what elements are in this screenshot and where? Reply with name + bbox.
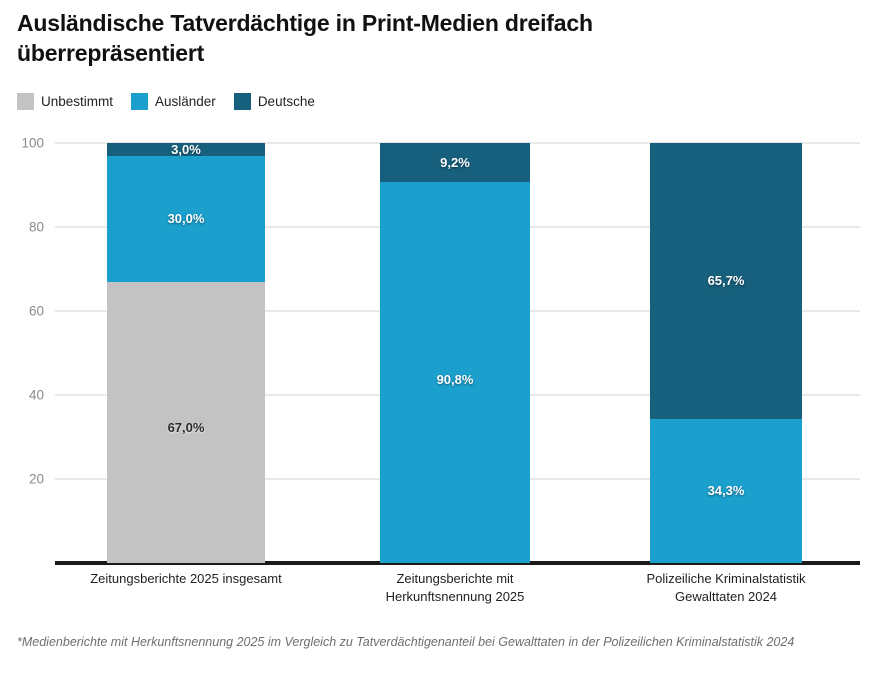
bar-segment[interactable]: 30,0% bbox=[107, 155, 265, 282]
bar-segment[interactable]: 67,0% bbox=[107, 281, 265, 563]
bar-segment-value-label: 3,0% bbox=[171, 141, 201, 157]
legend-item-label: Ausländer bbox=[155, 93, 216, 109]
bar-segment[interactable]: 65,7% bbox=[650, 143, 802, 419]
x-axis-category-label: Polizeiliche Kriminalstatistik Gewalttate… bbox=[586, 570, 866, 607]
bar-stack: 67,0% 30,0% 3,0% bbox=[107, 141, 265, 563]
y-axis-tick-label: 40 bbox=[28, 387, 44, 403]
bar-stack: 90,8% 9,2% bbox=[380, 143, 530, 563]
bar-segment-value-label: 34,3% bbox=[707, 483, 745, 499]
chart-legend: Unbestimmt Ausländer Deutsche bbox=[17, 91, 333, 111]
x-axis-category-label-line: Zeitungsberichte 2025 insgesamt bbox=[90, 571, 282, 586]
bar-segment[interactable]: 90,8% bbox=[380, 181, 530, 563]
bar-group[interactable]: 67,0% 30,0% 3,0% bbox=[107, 0, 265, 674]
x-axis-category-label-line: Gewalttaten 2024 bbox=[675, 589, 777, 605]
y-axis-tick-label: 80 bbox=[28, 219, 44, 235]
y-axis-tick-label: 60 bbox=[28, 303, 44, 319]
legend-item-label: Unbestimmt bbox=[41, 93, 114, 109]
legend-item-deutsche[interactable]: Deutsche bbox=[233, 92, 315, 110]
bar-segment-value-label: 67,0% bbox=[167, 419, 205, 435]
x-axis-category-label-line: Polizeiliche Kriminalstatistik bbox=[646, 571, 806, 586]
y-axis-tick-label: 100 bbox=[21, 135, 44, 151]
bar-segment[interactable]: 34,3% bbox=[650, 418, 802, 563]
bar-segment-value-label: 65,7% bbox=[707, 273, 745, 289]
footnote-divider bbox=[17, 623, 863, 624]
bar-segment[interactable]: 9,2% bbox=[380, 143, 530, 182]
bar-segment-value-label: 9,2% bbox=[440, 154, 470, 170]
x-axis-category-label-line: Herkunftsnennung 2025 bbox=[385, 589, 525, 605]
legend-item-unbestimmt[interactable]: Unbestimmt bbox=[17, 92, 114, 110]
legend-item-auslaender[interactable]: Ausländer bbox=[131, 92, 216, 110]
legend-swatch-icon bbox=[131, 92, 149, 110]
bar-segment-value-label: 90,8% bbox=[436, 371, 474, 387]
page-title: Ausländische Tatverdächtige in Print-Med… bbox=[17, 10, 593, 67]
bar-group[interactable]: 90,8% 9,2% bbox=[380, 0, 530, 674]
legend-swatch-icon bbox=[233, 92, 251, 110]
x-axis-category-label-line: Zeitungsberichte mit bbox=[396, 571, 514, 586]
x-axis-line bbox=[55, 561, 860, 565]
bar-segment[interactable]: 3,0% bbox=[107, 141, 265, 157]
legend-swatch-icon bbox=[17, 92, 34, 110]
gridline bbox=[55, 142, 860, 144]
legend-item-label: Deutsche bbox=[257, 93, 315, 109]
x-axis-category-label: Zeitungsberichte mit Herkunftsnennung 202… bbox=[315, 570, 595, 607]
bar-group[interactable]: 34,3% 65,7% bbox=[650, 0, 802, 674]
x-axis-category-label: Zeitungsberichte 2025 insgesamt bbox=[46, 570, 326, 588]
bar-segment-value-label: 30,0% bbox=[167, 211, 205, 227]
y-axis-tick-label: 20 bbox=[28, 471, 44, 487]
bar-stack: 34,3% 65,7% bbox=[650, 143, 802, 563]
chart-footnote: *Medienberichte mit Herkunftsnennung 202… bbox=[17, 635, 795, 649]
